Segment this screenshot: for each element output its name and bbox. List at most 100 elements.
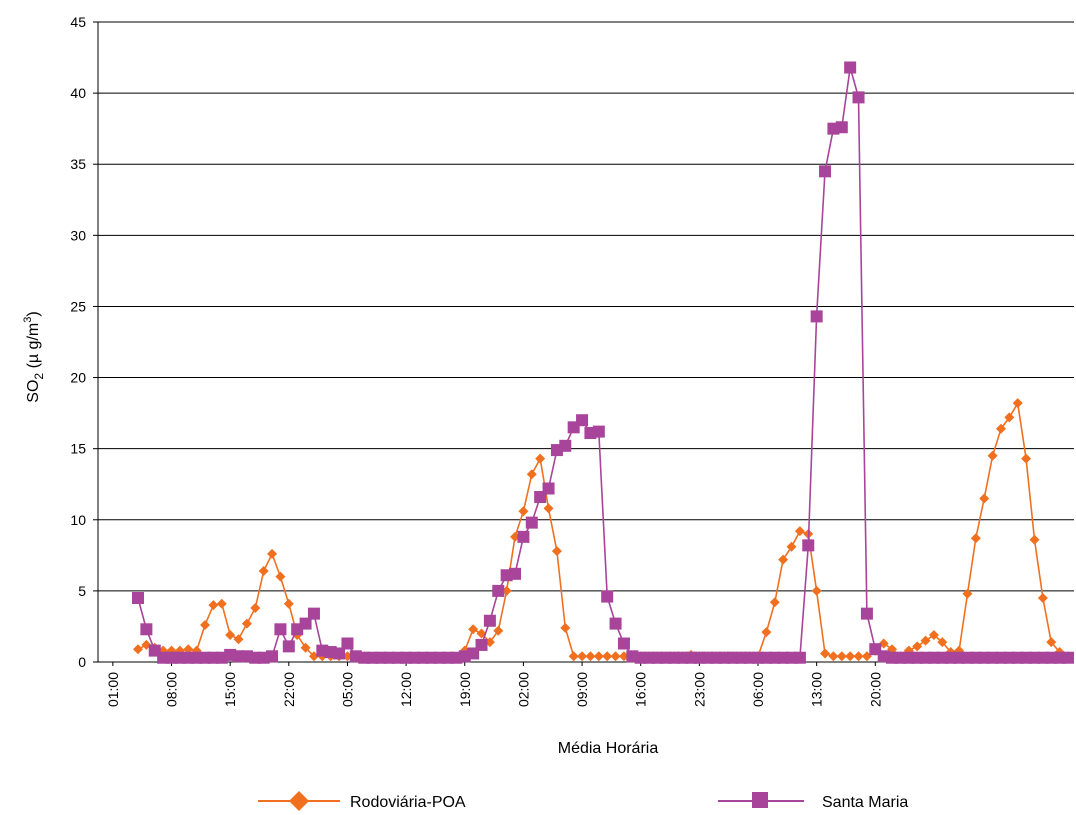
point-rodoviaria (761, 627, 772, 638)
point-rodoviaria (250, 602, 261, 613)
legend: Rodoviária-POA Santa Maria (258, 791, 908, 811)
point-rodoviaria (778, 554, 789, 565)
point-santa-maria (266, 650, 279, 663)
point-santa-maria (819, 165, 832, 178)
point-santa-maria (307, 607, 320, 620)
point-santa-maria (1062, 651, 1074, 664)
point-santa-maria (132, 592, 144, 604)
point-santa-maria (140, 623, 153, 636)
point-rodoviaria (811, 585, 822, 596)
y-tick-label: 40 (70, 85, 86, 101)
point-rodoviaria (928, 629, 939, 640)
point-rodoviaria (283, 598, 294, 609)
point-rodoviaria (845, 651, 856, 662)
x-tick-label: 20:00 (867, 672, 883, 707)
x-tick-label: 23:00 (691, 672, 707, 707)
point-rodoviaria (526, 469, 537, 480)
point-santa-maria (827, 122, 840, 135)
x-tick-label: 01:00 (105, 672, 121, 707)
y-axis-title-rest: (µ g/m (25, 323, 42, 373)
point-santa-maria (835, 121, 848, 134)
point-rodoviaria (208, 600, 219, 611)
point-santa-maria (844, 61, 857, 74)
point-santa-maria (860, 607, 873, 620)
point-santa-maria (475, 638, 488, 651)
x-tick-label: 19:00 (457, 672, 473, 707)
point-santa-maria (333, 647, 346, 660)
y-axis-title-sub: 2 (32, 373, 46, 380)
point-rodoviaria (518, 506, 529, 517)
point-rodoviaria (920, 635, 931, 646)
point-rodoviaria (610, 651, 621, 662)
point-santa-maria (483, 614, 496, 627)
y-axis-ticks: 0 5 10 15 20 25 30 35 40 45 (70, 14, 98, 670)
point-rodoviaria (585, 651, 596, 662)
y-tick-label: 15 (70, 441, 86, 457)
point-santa-maria (282, 640, 295, 653)
point-rodoviaria (241, 618, 252, 629)
y-axis-title-close: ) (25, 311, 42, 316)
point-santa-maria (592, 425, 605, 438)
point-santa-maria (576, 414, 589, 427)
point-santa-maria (341, 637, 354, 650)
x-tick-label: 12:00 (398, 672, 414, 707)
point-santa-maria (802, 539, 815, 552)
series-line-rodoviaria (137, 400, 1069, 659)
point-rodoviaria (1046, 637, 1057, 648)
point-rodoviaria (937, 637, 948, 648)
point-rodoviaria (183, 644, 194, 655)
y-tick-label: 25 (70, 298, 86, 314)
point-santa-maria (525, 516, 538, 529)
point-rodoviaria (1012, 398, 1023, 409)
point-rodoviaria (267, 548, 278, 559)
point-santa-maria (852, 91, 865, 104)
y-tick-label: 5 (78, 583, 86, 599)
point-rodoviaria (200, 620, 211, 631)
point-santa-maria (793, 651, 806, 664)
x-tick-label: 06:00 (750, 672, 766, 707)
point-santa-maria (274, 623, 287, 636)
point-rodoviaria (912, 641, 923, 652)
point-rodoviaria (962, 588, 973, 599)
y-tick-label: 35 (70, 156, 86, 172)
legend-item-rodoviaria: Rodoviária-POA (258, 791, 466, 811)
x-tick-label: 13:00 (809, 672, 825, 707)
x-tick-label: 05:00 (339, 672, 355, 707)
series-group (132, 61, 1074, 664)
point-santa-maria (492, 584, 505, 597)
point-rodoviaria (853, 651, 864, 662)
x-tick-label: 16:00 (633, 672, 649, 707)
point-rodoviaria (258, 565, 269, 576)
legend-label-rodoviaria: Rodoviária-POA (350, 794, 466, 811)
point-rodoviaria (593, 651, 604, 662)
y-tick-label: 10 (70, 512, 86, 528)
point-rodoviaria (551, 546, 562, 557)
point-santa-maria (601, 590, 614, 603)
legend-marker-rodoviaria (289, 791, 309, 811)
point-rodoviaria (225, 629, 236, 640)
point-santa-maria (810, 310, 823, 323)
point-rodoviaria (216, 598, 227, 609)
point-rodoviaria (275, 571, 286, 582)
y-tick-label: 30 (70, 227, 86, 243)
point-rodoviaria (493, 625, 504, 636)
grid-lines (98, 21, 1074, 592)
legend-label-santa-maria: Santa Maria (822, 794, 908, 811)
point-santa-maria (542, 482, 555, 495)
point-rodoviaria (979, 493, 990, 504)
x-tick-label: 02:00 (515, 672, 531, 707)
point-rodoviaria (1029, 534, 1040, 545)
point-rodoviaria (233, 634, 244, 645)
point-rodoviaria (786, 541, 797, 552)
point-rodoviaria (995, 423, 1006, 434)
x-tick-label: 22:00 (281, 672, 297, 707)
point-rodoviaria (535, 453, 546, 464)
point-santa-maria (299, 617, 312, 630)
point-rodoviaria (468, 624, 479, 635)
point-rodoviaria (836, 651, 847, 662)
point-santa-maria (617, 637, 630, 650)
point-santa-maria (559, 439, 572, 452)
point-rodoviaria (970, 533, 981, 544)
legend-marker-santa-maria (752, 792, 768, 808)
